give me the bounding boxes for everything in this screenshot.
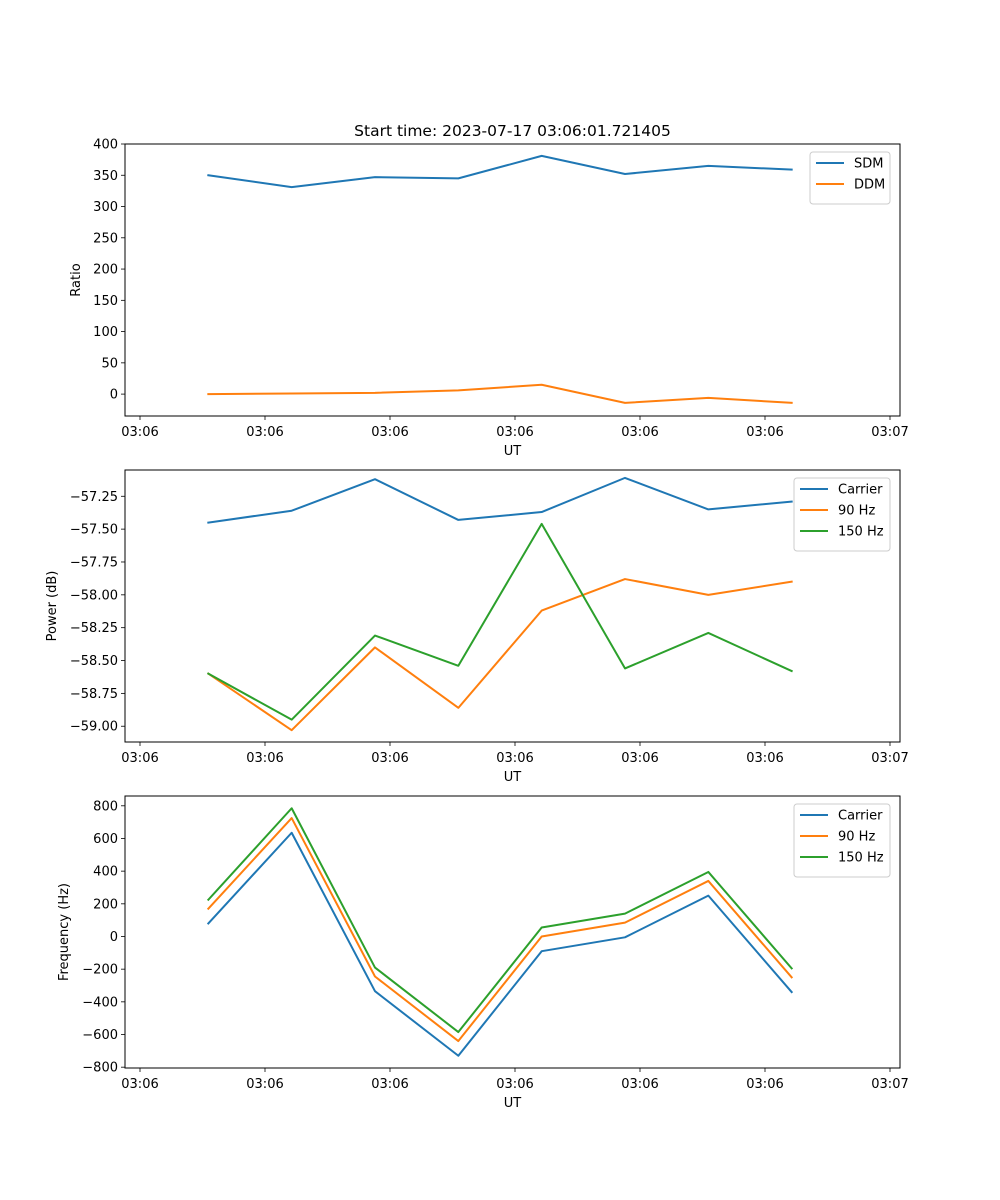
x-tick-label: 03:06 xyxy=(496,751,533,766)
y-tick-label: 600 xyxy=(93,832,118,847)
y-tick-label: 0 xyxy=(110,930,118,945)
x-tick-label: 03:07 xyxy=(871,1077,908,1092)
y-tick-label: 400 xyxy=(93,865,118,880)
x-axis-label: UT xyxy=(504,1096,522,1111)
y-tick-label: −800 xyxy=(82,1061,118,1076)
legend-label: DDM xyxy=(854,178,885,193)
x-tick-label: 03:06 xyxy=(621,1077,658,1092)
legend-label: 150 Hz xyxy=(838,851,884,866)
x-tick-label: 03:06 xyxy=(746,425,783,440)
y-tick-label: 150 xyxy=(93,294,118,309)
x-tick-label: 03:06 xyxy=(371,425,408,440)
series-line-90-hz xyxy=(206,817,794,1043)
y-tick-label: 800 xyxy=(93,799,118,814)
y-tick-label: 100 xyxy=(93,325,118,340)
x-tick-label: 03:07 xyxy=(871,751,908,766)
y-tick-label: −200 xyxy=(82,963,118,978)
y-tick-label: −58.00 xyxy=(70,588,118,603)
y-tick-label: −57.25 xyxy=(70,490,118,505)
y-tick-label: −58.50 xyxy=(70,654,118,669)
plot-frame xyxy=(124,143,901,417)
chart-panel-3: 03:06 03:06 03:06 03:06 03:06 03:06 03:07 −800 −… xyxy=(57,795,909,1111)
x-tick-label: 03:06 xyxy=(246,751,283,766)
x-axis-label: UT xyxy=(504,770,522,785)
series-line-carrier xyxy=(207,476,793,524)
y-axis-label: Power (dB) xyxy=(45,571,60,642)
y-tick-label: −57.50 xyxy=(70,523,118,538)
series-line-150-hz xyxy=(206,522,793,721)
y-tick-label: 200 xyxy=(93,897,118,912)
x-tick-label: 03:06 xyxy=(496,1077,533,1092)
chart-panel-1: 03:06 03:06 03:06 03:06 03:06 03:06 03:07 0 50 10… xyxy=(69,122,909,459)
y-tick-label: 250 xyxy=(93,231,118,246)
x-tick-label: 03:06 xyxy=(746,1077,783,1092)
legend-label: 90 Hz xyxy=(838,504,875,519)
x-tick-label: 03:06 xyxy=(121,751,158,766)
x-tick-label: 03:06 xyxy=(621,425,658,440)
chart-panel-2: 03:06 03:06 03:06 03:06 03:06 03:06 03:07 −59.0… xyxy=(45,469,909,785)
y-tick-label: −59.00 xyxy=(70,720,118,735)
legend-label: 150 Hz xyxy=(838,525,884,540)
y-tick-label: 350 xyxy=(93,169,118,184)
y-tick-label: −600 xyxy=(82,1028,118,1043)
legend-box xyxy=(793,803,891,878)
y-tick-label: 200 xyxy=(93,263,118,278)
chart-title: Start time: 2023-07-17 03:06:01.721405 xyxy=(354,122,671,140)
x-tick-label: 03:06 xyxy=(121,425,158,440)
series-line-150-hz xyxy=(206,807,794,1034)
x-tick-label: 03:06 xyxy=(121,1077,158,1092)
y-tick-label: 300 xyxy=(93,200,118,215)
x-tick-label: 03:06 xyxy=(371,751,408,766)
y-tick-label: −57.75 xyxy=(70,555,118,570)
y-axis-label: Frequency (Hz) xyxy=(57,883,72,981)
x-tick-label: 03:06 xyxy=(621,751,658,766)
x-axis-label: UT xyxy=(504,444,522,459)
x-tick-label: 03:06 xyxy=(371,1077,408,1092)
legend: Carrier 90 Hz 150 Hz xyxy=(793,477,891,552)
plot-frame xyxy=(124,795,901,1069)
legend-box xyxy=(793,477,891,552)
legend-label: Carrier xyxy=(838,809,883,824)
legend: Carrier 90 Hz 150 Hz xyxy=(793,803,891,878)
series-line-ddm xyxy=(207,383,793,404)
x-tick-label: 03:07 xyxy=(871,425,908,440)
y-tick-label: −58.75 xyxy=(70,687,118,702)
legend-label: 90 Hz xyxy=(838,830,875,845)
x-tick-label: 03:06 xyxy=(246,1077,283,1092)
x-tick-label: 03:06 xyxy=(496,425,533,440)
series-line-sdm xyxy=(207,154,793,189)
legend-box xyxy=(809,151,891,205)
y-tick-label: 0 xyxy=(110,388,118,403)
y-axis-label: Ratio xyxy=(69,263,84,296)
y-tick-label: 50 xyxy=(101,356,118,371)
series-line-carrier xyxy=(206,831,794,1057)
legend: SDM DDM xyxy=(809,151,891,205)
x-tick-label: 03:06 xyxy=(246,425,283,440)
y-tick-label: −400 xyxy=(82,995,118,1010)
y-tick-label: 400 xyxy=(93,138,118,153)
plot-frame xyxy=(124,469,901,743)
y-tick-label: −58.25 xyxy=(70,621,118,636)
x-tick-label: 03:06 xyxy=(746,751,783,766)
legend-label: Carrier xyxy=(838,483,883,498)
series-line-90-hz xyxy=(206,578,793,732)
legend-label: SDM xyxy=(854,157,883,172)
